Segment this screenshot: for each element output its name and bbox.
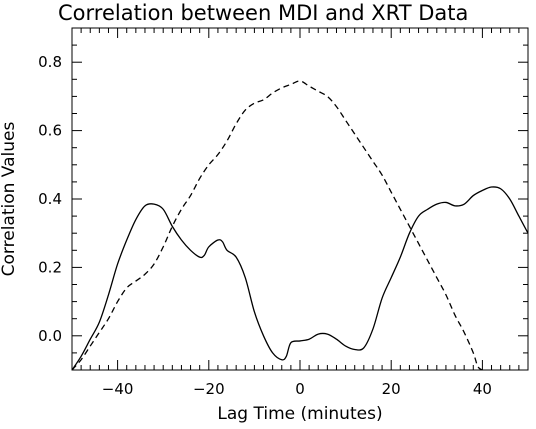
- y-tick-label: 0.8: [38, 53, 62, 71]
- plot-frame: [71, 27, 529, 371]
- x-tick-label: 0: [295, 380, 305, 398]
- x-tick-label: −40: [102, 380, 134, 398]
- y-tick-label: 0.4: [38, 190, 62, 208]
- x-tick-label: 40: [473, 380, 492, 398]
- x-tick-label: 20: [382, 380, 401, 398]
- y-tick-label: 0.0: [38, 327, 62, 345]
- y-tick-label: 0.2: [38, 258, 62, 276]
- series-group: [72, 80, 528, 370]
- y-tick-label: 0.6: [38, 122, 62, 140]
- axis-tick-labels: −40 −20 0 20 40 0.0 0.2 0.4 0.6 0.8: [38, 53, 492, 398]
- chart-title: Correlation between MDI and XRT Data: [58, 1, 468, 25]
- solid-series-line: [72, 186, 528, 370]
- x-axis-label: Lag Time (minutes): [217, 404, 382, 424]
- x-tick-label: −20: [193, 380, 225, 398]
- axis-ticks: [71, 27, 529, 371]
- y-axis-label: Correlation Values: [0, 122, 19, 277]
